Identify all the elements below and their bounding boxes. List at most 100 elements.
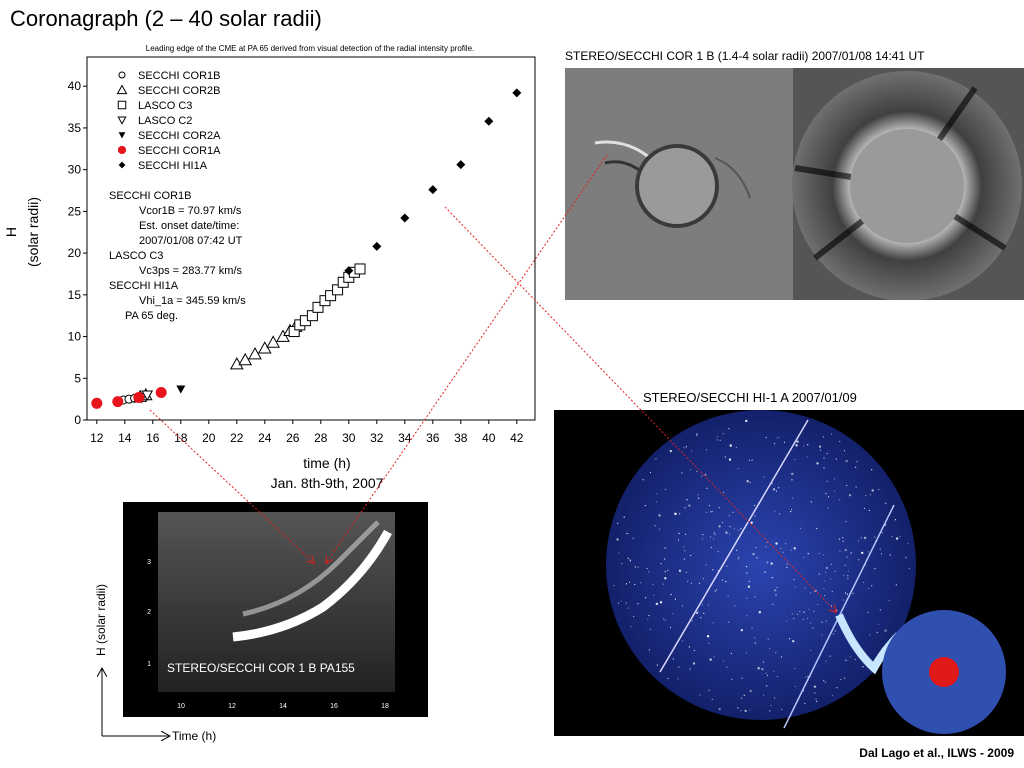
y-tick-label: 20 bbox=[68, 246, 82, 260]
x-tick-label: 22 bbox=[230, 431, 244, 445]
data-point bbox=[428, 185, 438, 195]
plot-area bbox=[86, 56, 536, 421]
jmap-ytick: 3 bbox=[147, 559, 151, 566]
annotation-line: 2007/01/08 07:42 UT bbox=[139, 235, 243, 247]
data-point bbox=[112, 396, 124, 408]
data-point bbox=[400, 213, 410, 223]
x-tick-label: 12 bbox=[90, 431, 104, 445]
jmap-xtick: 10 bbox=[177, 703, 185, 710]
legend-entry: LASCO C2 bbox=[138, 115, 192, 127]
annotation-line: PA 65 deg. bbox=[125, 310, 178, 322]
data-point bbox=[354, 263, 366, 275]
slide-title: Coronagraph (2 – 40 solar radii) bbox=[10, 6, 322, 31]
legend-entry: SECCHI COR2B bbox=[138, 85, 221, 97]
legend-entry: SECCHI COR2A bbox=[138, 130, 221, 142]
y-tick-label: 35 bbox=[68, 121, 82, 135]
chart-points bbox=[91, 88, 522, 409]
data-point bbox=[512, 88, 522, 98]
jmap-ytick: 2 bbox=[147, 609, 151, 616]
x-tick-label: 40 bbox=[482, 431, 496, 445]
data-point bbox=[288, 326, 300, 338]
data-point bbox=[133, 391, 145, 403]
hi1-heliospheric-image bbox=[554, 410, 1024, 736]
connector-arrow bbox=[326, 154, 608, 563]
y-tick-label: 40 bbox=[68, 79, 82, 93]
legend-marker bbox=[118, 161, 126, 169]
data-point bbox=[141, 390, 154, 401]
chart-title: Leading edge of the CME at PA 65 derived… bbox=[146, 44, 475, 53]
annotation-line: Vc3ps = 283.77 km/s bbox=[139, 265, 243, 277]
credit: Dal Lago et al., ILWS - 2009 bbox=[859, 746, 1014, 760]
connector-arrow bbox=[149, 409, 314, 563]
x-tick-label: 16 bbox=[146, 431, 160, 445]
cor1b-coronagraph-image bbox=[565, 68, 1024, 301]
annotation-line: SECCHI COR1B bbox=[109, 190, 192, 202]
legend-marker bbox=[118, 132, 126, 139]
y-axis-label: H bbox=[3, 227, 19, 237]
cor1b-jmap-image: 3 2 1 10 12 14 16 18 bbox=[123, 502, 428, 717]
legend-marker bbox=[117, 145, 127, 155]
data-point bbox=[176, 385, 186, 394]
legend-marker bbox=[116, 84, 128, 95]
data-point bbox=[325, 290, 337, 302]
data-point bbox=[372, 241, 382, 251]
chart-legend: SECCHI COR1B SECCHI COR2B LASCO C3 LASCO C2… bbox=[116, 70, 221, 172]
x-axis: 12 14 16 18 20 22 24 26 28 30 32 34 36 38 40 42 bbox=[90, 420, 524, 445]
jmap-ytick: 1 bbox=[147, 661, 151, 668]
data-point bbox=[332, 284, 344, 296]
y-tick-label: 15 bbox=[68, 288, 82, 302]
legend-marker bbox=[117, 116, 127, 125]
jmap-label: STEREO/SECCHI COR 1 B PA155 bbox=[167, 661, 355, 675]
x-axis-sublabel: Jan. 8th-9th, 2007 bbox=[271, 475, 384, 491]
x-tick-label: 38 bbox=[454, 431, 468, 445]
x-tick-label: 32 bbox=[370, 431, 384, 445]
jmap-y-axis-label: H (solar radii) bbox=[94, 584, 108, 656]
x-tick-label: 26 bbox=[286, 431, 300, 445]
legend-marker bbox=[117, 100, 127, 110]
data-point bbox=[91, 397, 103, 409]
x-tick-label: 36 bbox=[426, 431, 440, 445]
x-tick-label: 42 bbox=[510, 431, 524, 445]
hi1-image-title: STEREO/SECCHI HI-1 A 2007/01/09 bbox=[643, 390, 857, 405]
y-tick-label: 30 bbox=[68, 163, 82, 177]
data-point bbox=[312, 301, 324, 313]
data-point bbox=[306, 310, 318, 322]
data-point bbox=[456, 160, 466, 170]
annotation-line: SECCHI HI1A bbox=[109, 280, 179, 292]
x-tick-label: 20 bbox=[202, 431, 216, 445]
jmap-xtick: 14 bbox=[279, 703, 287, 710]
data-point bbox=[155, 386, 167, 398]
annotation-line: Vhi_1a = 345.59 km/s bbox=[139, 295, 246, 307]
jmap-x-axis-label: Time (h) bbox=[172, 729, 216, 743]
y-axis: 0 5 10 15 20 25 30 35 40 bbox=[68, 79, 87, 427]
data-point bbox=[344, 266, 354, 276]
connector-arrow bbox=[444, 206, 836, 612]
annotation-line: Vcor1B = 70.97 km/s bbox=[139, 205, 242, 217]
x-tick-label: 30 bbox=[342, 431, 356, 445]
legend-entry: SECCHI COR1B bbox=[138, 70, 221, 82]
y-tick-label: 5 bbox=[74, 371, 81, 385]
y-tick-label: 0 bbox=[74, 413, 81, 427]
chart-annotation: SECCHI COR1B Vcor1B = 70.97 km/s Est. onse… bbox=[109, 190, 246, 322]
legend-entry: LASCO C3 bbox=[138, 100, 192, 112]
legend-entry: SECCHI COR1A bbox=[138, 145, 221, 157]
jmap-xtick: 18 bbox=[381, 703, 389, 710]
x-axis-label: time (h) bbox=[303, 455, 350, 471]
annotation-line: Est. onset date/time: bbox=[139, 220, 239, 232]
x-tick-label: 34 bbox=[398, 431, 412, 445]
jmap-xtick: 12 bbox=[228, 703, 236, 710]
legend-entry: SECCHI HI1A bbox=[138, 160, 208, 172]
annotation-line: LASCO C3 bbox=[109, 250, 163, 262]
cor1b-image-title: STEREO/SECCHI COR 1 B (1.4-4 solar radii… bbox=[565, 49, 925, 63]
data-point bbox=[484, 116, 494, 126]
x-tick-label: 18 bbox=[174, 431, 188, 445]
y-tick-label: 25 bbox=[68, 204, 82, 218]
x-tick-label: 14 bbox=[118, 431, 132, 445]
y-axis-sublabel: (solar radii) bbox=[25, 197, 41, 267]
jmap-xtick: 16 bbox=[330, 703, 338, 710]
x-tick-label: 24 bbox=[258, 431, 272, 445]
legend-marker bbox=[118, 71, 126, 79]
x-tick-label: 28 bbox=[314, 431, 328, 445]
connector-arrows bbox=[149, 154, 836, 612]
